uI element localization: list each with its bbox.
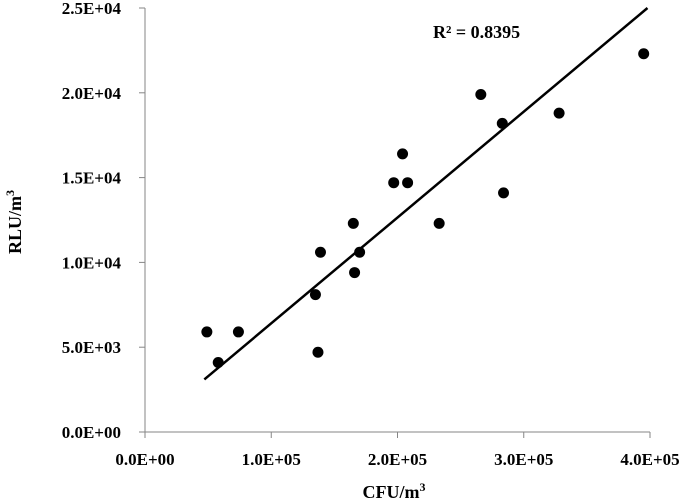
y-axis-title: RLU/m3	[3, 190, 25, 254]
x-tick-label: 3.0E+05	[494, 450, 553, 469]
data-point	[433, 217, 445, 229]
data-point	[475, 88, 487, 100]
data-point	[402, 177, 414, 189]
x-axis-title-text: CFU/m	[363, 482, 420, 502]
data-point	[354, 246, 366, 258]
y-axis-title-text: RLU/m	[5, 196, 25, 254]
y-tick-label: 2.0E+04	[62, 84, 122, 103]
data-point	[349, 267, 361, 279]
data-point	[314, 246, 326, 258]
data-point	[638, 48, 650, 60]
data-point	[397, 148, 409, 160]
data-point	[498, 187, 510, 199]
x-axis-title-sup: 3	[420, 480, 426, 494]
trendline	[203, 7, 649, 381]
r-squared-annotation: R² = 0.8395	[433, 22, 520, 42]
data-point	[212, 356, 224, 368]
x-axis: 0.0E+00 1.0E+05 2.0E+05 3.0E+05 4.0E+05	[115, 431, 680, 469]
y-tick-label: 1.5E+04	[62, 169, 122, 188]
y-tick-label: 2.5E+04	[62, 0, 122, 18]
data-point	[312, 346, 324, 358]
data-points	[201, 48, 650, 368]
x-axis-title: CFU/m3	[363, 480, 426, 502]
data-point	[201, 326, 213, 338]
data-point	[553, 107, 565, 119]
x-tick-label: 4.0E+05	[620, 450, 679, 469]
x-tick-label: 1.0E+05	[242, 450, 301, 469]
data-point	[232, 326, 244, 338]
x-tick-label: 2.0E+05	[368, 450, 427, 469]
y-tick-label: 5.0E+03	[62, 338, 121, 357]
y-tick-label: 1.0E+04	[62, 253, 122, 272]
x-tick-label: 0.0E+00	[115, 450, 174, 469]
trendline-group	[203, 7, 649, 381]
data-point	[309, 289, 321, 301]
data-point	[496, 117, 508, 129]
data-point	[347, 217, 359, 229]
y-tick-label: 0.0E+00	[62, 423, 121, 442]
data-point	[388, 177, 400, 189]
y-axis: 0.0E+00 5.0E+03 1.0E+04 1.5E+04 2.0E+04 2.5E+…	[62, 0, 146, 442]
y-axis-title-sup: 3	[3, 190, 17, 196]
